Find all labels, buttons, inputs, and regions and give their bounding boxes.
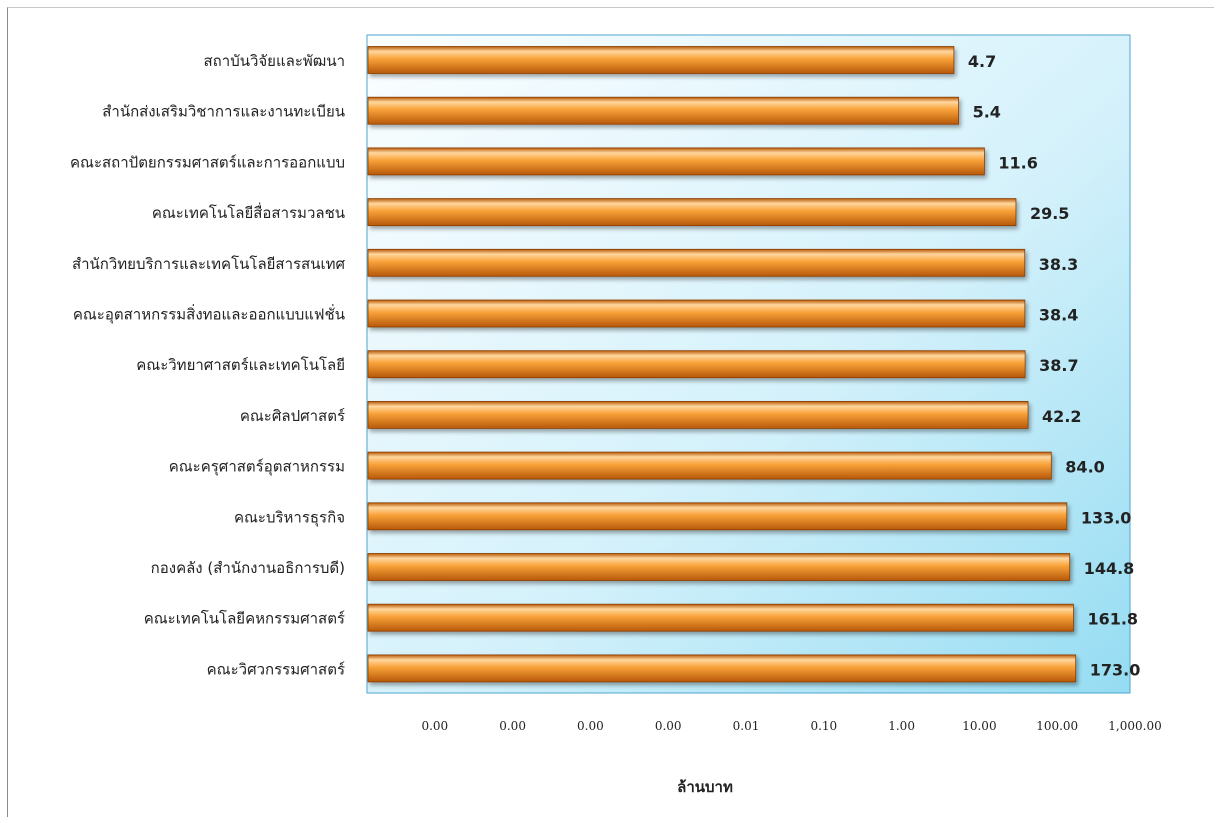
value-label: 29.5	[1030, 204, 1069, 223]
value-label: 173.0	[1090, 660, 1141, 679]
bar	[367, 603, 1074, 632]
category-label: กองคลัง (สำนักงานอธิการบดี)	[151, 559, 345, 577]
bar	[367, 400, 1029, 429]
x-tick-label: 0.00	[577, 719, 604, 733]
value-label: 144.8	[1084, 559, 1135, 578]
category-label: คณะศิลปศาสตร์	[240, 407, 345, 425]
bar	[367, 502, 1068, 531]
value-label: 133.0	[1081, 508, 1132, 527]
x-tick-label: 1,000.00	[1108, 719, 1161, 733]
bar	[367, 46, 955, 74]
x-tick-label: 10.00	[962, 719, 996, 733]
value-label: 38.4	[1039, 306, 1078, 325]
category-label: คณะวิทยาศาสตร์และเทคโนโลยี	[136, 356, 345, 374]
category-label: คณะสถาปัตยกรรมศาสตร์และการออกแบบ	[70, 153, 345, 171]
category-label: สำนักส่งเสริมวิชาการและงานทะเบียน	[102, 103, 345, 121]
chart-frame	[7, 7, 1214, 817]
value-label: 161.8	[1087, 610, 1138, 629]
bars-layer	[367, 46, 1077, 683]
x-tick-labels-layer: 0.00 0.00 0.00 0.00 0.01 0.10 1.00 10.00 100.00 1…	[421, 719, 1161, 733]
bar	[367, 451, 1052, 480]
category-label: คณะวิศวกรรมศาสตร์	[207, 660, 345, 678]
value-labels-layer: 4.7 5.4 11.6 29.5 38.3 38.4 38.7 42.2 84.0 133.0 1…	[968, 52, 1140, 679]
category-labels-layer: สถาบันวิจัยและพัฒนาสำนักส่งเสริมวิชาการแ…	[70, 52, 345, 678]
x-tick-label: 0.00	[421, 719, 448, 733]
bar	[367, 654, 1077, 683]
value-label: 84.0	[1065, 458, 1104, 477]
value-label: 5.4	[973, 103, 1001, 122]
value-label: 38.7	[1039, 356, 1078, 375]
value-label: 42.2	[1042, 407, 1081, 426]
x-tick-label: 1.00	[888, 719, 915, 733]
category-label: สถาบันวิจัยและพัฒนา	[204, 52, 345, 70]
value-label: 11.6	[998, 153, 1037, 172]
bar	[367, 198, 1017, 227]
category-label: คณะเทคโนโลยีสื่อสารมวลชน	[152, 202, 345, 222]
x-tick-label: 0.01	[733, 719, 760, 733]
bar	[367, 147, 985, 176]
bar	[367, 96, 959, 125]
category-label: คณะบริหารธุรกิจ	[234, 508, 345, 527]
x-axis-title: ล้านบาท	[677, 778, 733, 796]
bar	[367, 553, 1071, 581]
bar	[367, 248, 1026, 277]
x-tick-label: 0.00	[499, 719, 526, 733]
category-label: คณะอุตสาหกรรมสิ่งทอและออกแบบแฟชั่น	[73, 304, 345, 325]
bar	[367, 299, 1026, 328]
value-label: 4.7	[968, 52, 996, 71]
x-tick-label: 100.00	[1036, 719, 1078, 733]
category-label: คณะครุศาสตร์อุตสาหกรรม	[169, 458, 345, 477]
x-tick-label: 0.00	[655, 719, 682, 733]
bar	[367, 350, 1026, 379]
value-label: 38.3	[1039, 255, 1078, 274]
x-tick-label: 0.10	[810, 719, 837, 733]
category-label: คณะเทคโนโลยีคหกรรมศาสตร์	[144, 610, 345, 628]
category-label: สำนักวิทยบริการและเทคโนโลยีสารสนเทศ	[72, 255, 346, 273]
